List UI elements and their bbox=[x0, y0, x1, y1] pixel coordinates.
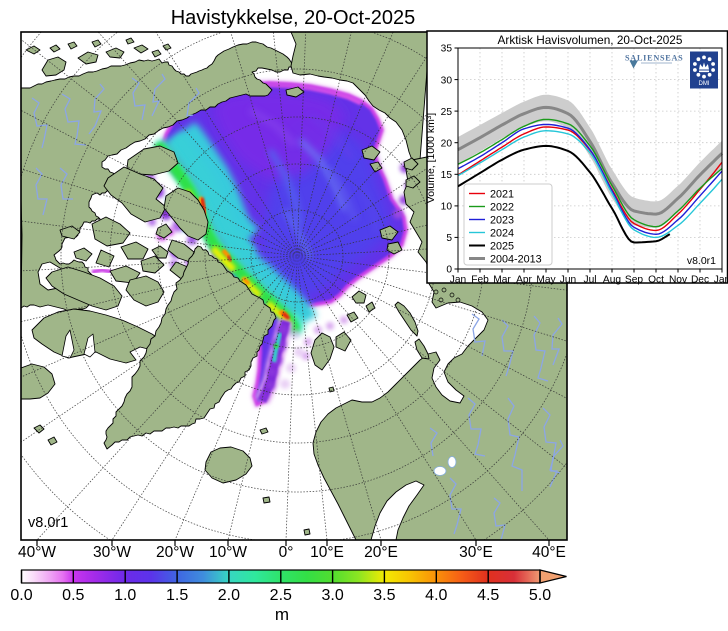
svg-text:m: m bbox=[275, 605, 289, 624]
svg-text:v8.0r1: v8.0r1 bbox=[687, 255, 716, 267]
svg-text:Aug: Aug bbox=[603, 275, 621, 286]
svg-text:Jul: Jul bbox=[583, 275, 596, 286]
svg-text:Jan: Jan bbox=[450, 275, 466, 286]
svg-text:4.0: 4.0 bbox=[425, 587, 447, 604]
svg-text:0: 0 bbox=[446, 265, 452, 276]
svg-text:3.5: 3.5 bbox=[373, 587, 395, 604]
svg-text:2023: 2023 bbox=[490, 214, 514, 226]
svg-text:1.0: 1.0 bbox=[114, 587, 136, 604]
svg-text:0.0: 0.0 bbox=[10, 587, 32, 604]
svg-text:2022: 2022 bbox=[490, 201, 514, 213]
svg-text:2.0: 2.0 bbox=[218, 587, 240, 604]
svg-text:v8.0r1: v8.0r1 bbox=[28, 515, 68, 531]
svg-text:20: 20 bbox=[441, 138, 453, 149]
svg-text:Feb: Feb bbox=[471, 275, 489, 286]
svg-text:10°W: 10°W bbox=[209, 544, 247, 561]
svg-text:5.0: 5.0 bbox=[529, 587, 551, 604]
svg-text:0.5: 0.5 bbox=[62, 587, 84, 604]
svg-text:Oct: Oct bbox=[648, 275, 664, 286]
svg-text:Volume, [1000 km³]: Volume, [1000 km³] bbox=[425, 113, 437, 204]
svg-text:Arktisk Havisvolumen, 20-Oct-2: Arktisk Havisvolumen, 20-Oct-2025 bbox=[498, 33, 683, 47]
svg-text:2004-2013: 2004-2013 bbox=[490, 253, 542, 265]
svg-text:40°E: 40°E bbox=[532, 544, 566, 561]
svg-text:35: 35 bbox=[441, 44, 453, 55]
svg-text:20°W: 20°W bbox=[156, 544, 194, 561]
svg-text:2021: 2021 bbox=[490, 188, 514, 200]
svg-text:Jan: Jan bbox=[714, 275, 728, 286]
svg-text:25: 25 bbox=[441, 107, 453, 118]
svg-text:Nov: Nov bbox=[669, 275, 688, 286]
svg-text:Sep: Sep bbox=[625, 275, 643, 286]
svg-text:0°: 0° bbox=[279, 544, 294, 561]
svg-text:DMI: DMI bbox=[699, 81, 710, 87]
svg-text:40°W: 40°W bbox=[18, 544, 56, 561]
svg-text:Jun: Jun bbox=[560, 275, 576, 286]
svg-text:SALIENSEAS: SALIENSEAS bbox=[625, 54, 683, 63]
svg-text:4.5: 4.5 bbox=[477, 587, 499, 604]
svg-text:1.5: 1.5 bbox=[166, 587, 188, 604]
svg-text:30: 30 bbox=[441, 75, 453, 86]
svg-text:30°W: 30°W bbox=[93, 544, 131, 561]
svg-text:20°E: 20°E bbox=[364, 544, 398, 561]
svg-text:2024: 2024 bbox=[490, 227, 514, 239]
svg-text:2025: 2025 bbox=[490, 240, 514, 252]
svg-text:3.0: 3.0 bbox=[321, 587, 343, 604]
svg-text:15: 15 bbox=[441, 170, 453, 181]
svg-text:Apr: Apr bbox=[516, 275, 532, 286]
svg-text:Havistykkelse, 20-Oct-2025: Havistykkelse, 20-Oct-2025 bbox=[171, 7, 416, 29]
svg-text:10: 10 bbox=[441, 202, 453, 213]
svg-text:5: 5 bbox=[446, 233, 452, 244]
svg-text:10°E: 10°E bbox=[310, 544, 344, 561]
svg-text:Mar: Mar bbox=[493, 275, 511, 286]
svg-text:2.5: 2.5 bbox=[270, 587, 292, 604]
svg-text:Dec: Dec bbox=[691, 275, 709, 286]
svg-text:30°E: 30°E bbox=[459, 544, 493, 561]
svg-text:May: May bbox=[536, 275, 556, 286]
